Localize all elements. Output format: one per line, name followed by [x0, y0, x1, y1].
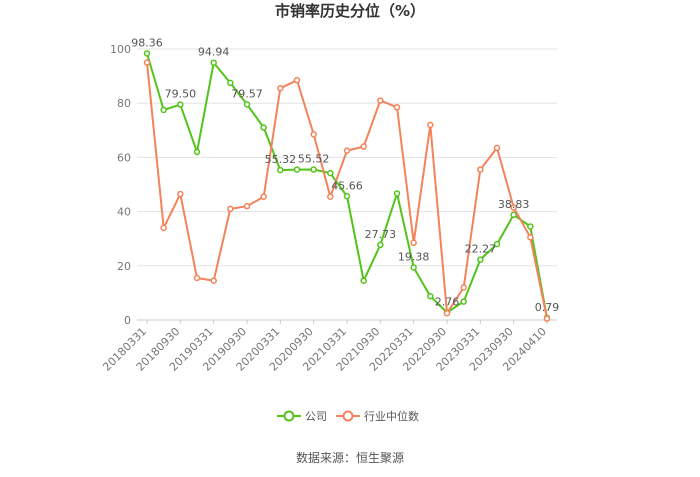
data-point	[427, 121, 434, 129]
y-tick-label: 80	[117, 97, 131, 110]
legend-item: 行业中位数	[336, 409, 419, 423]
data-point	[510, 204, 517, 211]
data-point	[393, 190, 401, 197]
data-point	[510, 211, 517, 219]
data-label: 45.66	[331, 179, 363, 192]
data-point	[377, 97, 384, 104]
data-point	[277, 85, 284, 92]
data-point	[360, 143, 367, 150]
data-point	[477, 166, 484, 173]
data-label: 27.73	[365, 228, 397, 241]
y-tick-label: 60	[117, 151, 131, 164]
data-point	[227, 79, 234, 87]
data-label: 98.36	[131, 36, 163, 49]
data-point	[393, 104, 401, 111]
data-point	[410, 239, 417, 247]
data-point	[160, 106, 167, 114]
data-point	[460, 284, 467, 291]
y-tick-label: 0	[124, 314, 131, 327]
data-point	[443, 309, 451, 317]
data-point	[143, 59, 151, 66]
chart-title: 市销率历史分位（%）	[275, 2, 425, 20]
y-tick-label: 20	[117, 260, 131, 273]
data-point	[310, 166, 317, 173]
data-label: 55.52	[298, 153, 330, 166]
data-point	[527, 234, 534, 241]
data-point	[193, 148, 201, 156]
data-label: 19.38	[398, 250, 430, 263]
data-point	[427, 292, 434, 300]
data-point	[360, 277, 367, 284]
data-point	[493, 240, 501, 248]
data-point	[193, 274, 201, 282]
data-point	[143, 50, 151, 57]
data-point	[327, 193, 334, 200]
legend: 公司 行业中位数	[277, 409, 419, 423]
data-point	[293, 76, 301, 84]
data-point	[177, 101, 184, 108]
data-point	[260, 124, 267, 131]
legend-marker	[342, 410, 354, 422]
data-point	[293, 166, 301, 173]
data-point	[243, 101, 251, 108]
legend-label: 行业中位数	[364, 409, 419, 423]
data-label: 22.27	[465, 243, 497, 256]
data-point	[160, 224, 167, 232]
chart-source: 数据来源：恒生聚源	[296, 450, 404, 465]
data-point	[243, 202, 251, 210]
data-point	[343, 147, 351, 154]
data-label: 2.76	[435, 296, 460, 309]
data-point	[460, 298, 467, 305]
data-label: 94.94	[198, 46, 230, 59]
data-point	[177, 190, 184, 198]
data-point	[477, 256, 484, 263]
data-label: 79.57	[231, 87, 263, 100]
data-label: 38.83	[498, 198, 530, 211]
data-label: 0.79	[535, 301, 560, 314]
y-tick-label: 40	[117, 206, 131, 219]
data-point	[377, 241, 384, 249]
data-point	[543, 315, 551, 322]
data-point	[210, 277, 217, 284]
y-tick-label: 100	[110, 43, 131, 56]
legend-marker	[283, 410, 295, 422]
data-point	[493, 144, 501, 152]
data-point	[277, 166, 284, 174]
data-point	[343, 193, 351, 200]
data-point	[410, 264, 417, 271]
legend-label: 公司	[305, 410, 327, 423]
data-label: 79.50	[165, 88, 197, 101]
legend-item: 公司	[277, 410, 327, 423]
data-point	[527, 223, 534, 230]
data-point	[227, 205, 234, 213]
data-point	[260, 193, 267, 200]
data-label: 55.32	[265, 153, 297, 166]
series-layer	[143, 50, 551, 322]
data-point	[327, 169, 334, 177]
data-point	[310, 131, 317, 138]
data-point	[210, 59, 217, 66]
